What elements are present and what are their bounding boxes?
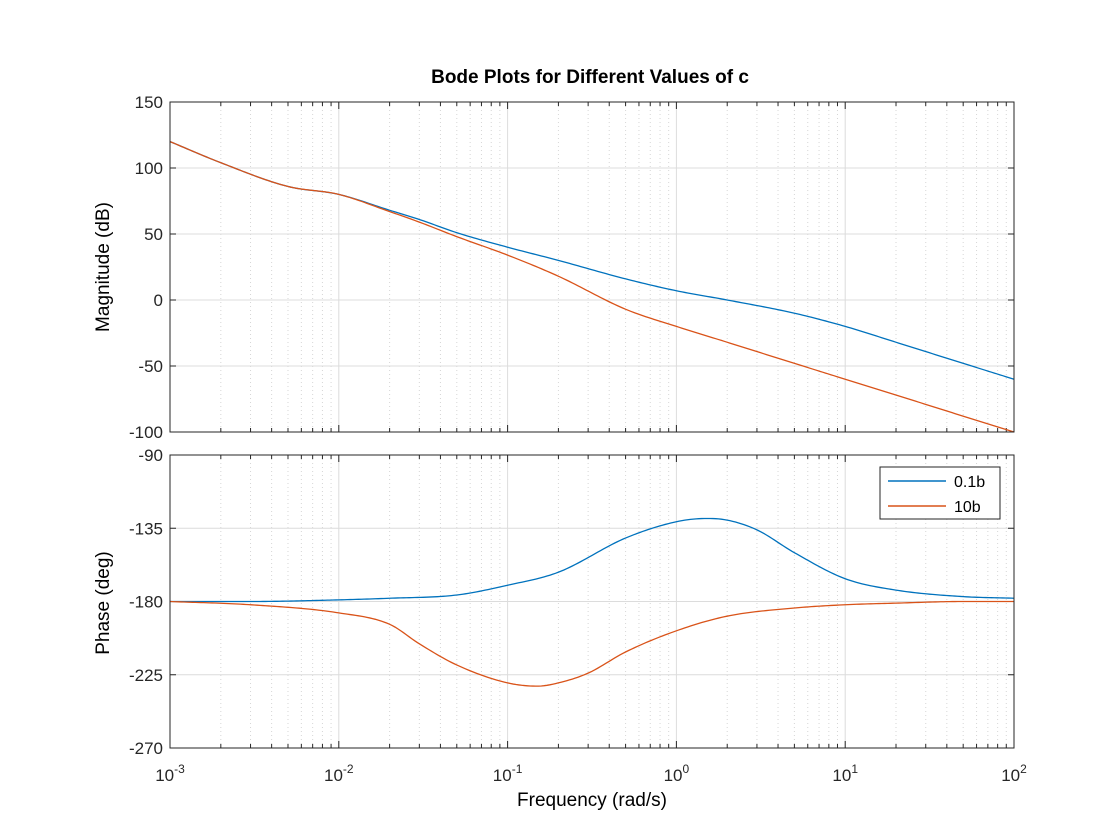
- x-tick-label: 102: [1001, 762, 1027, 785]
- plot-area: [170, 102, 1014, 432]
- y-tick-label: 50: [144, 225, 163, 244]
- magnitude-panel: -100 -50 0 50 100 150: [129, 93, 1015, 442]
- legend-label: 10b: [954, 499, 981, 516]
- axes-box: [169, 101, 1015, 433]
- x-tick-labels: 10-3 10-2 10-1 100 101 102: [155, 762, 1027, 785]
- x-tick-label: 10-2: [324, 762, 354, 785]
- y-tick-label: -225: [129, 666, 163, 685]
- y-tick-label: -100: [129, 423, 163, 442]
- phase-y-axis-label: Phase (deg): [93, 551, 114, 655]
- y-tick-label: -50: [138, 357, 163, 376]
- y-tick-label: -270: [129, 739, 163, 758]
- y-tick-label: -180: [129, 593, 163, 612]
- axes-box: [169, 454, 1015, 749]
- y-tick-label: -135: [129, 519, 163, 538]
- x-tick-label: 10-3: [155, 762, 185, 785]
- series-line-10b: [169, 600, 1014, 687]
- series-line-10b: [169, 140, 1015, 433]
- x-tick-label: 101: [832, 762, 858, 785]
- phase-panel: -270 -225 -180 -135 -90: [129, 446, 1015, 758]
- legend-box: [879, 466, 1001, 520]
- series-line-0.1b: [170, 517, 1015, 603]
- y-tick-label: 100: [135, 159, 163, 178]
- x-tick-label: 100: [664, 762, 690, 785]
- x-tick-label: 10-1: [493, 762, 523, 785]
- y-tick-label: -90: [138, 446, 163, 465]
- legend: 0.1b 10b: [879, 466, 1001, 520]
- y-tick-label: 150: [135, 93, 163, 112]
- chart-title: Bode Plots for Different Values of c: [431, 67, 749, 88]
- legend-label: 0.1b: [954, 474, 985, 491]
- y-tick-label: 0: [154, 291, 163, 310]
- magnitude-y-axis-label: Magnitude (dB): [93, 202, 114, 332]
- x-axis-label: Frequency (rad/s): [517, 790, 667, 811]
